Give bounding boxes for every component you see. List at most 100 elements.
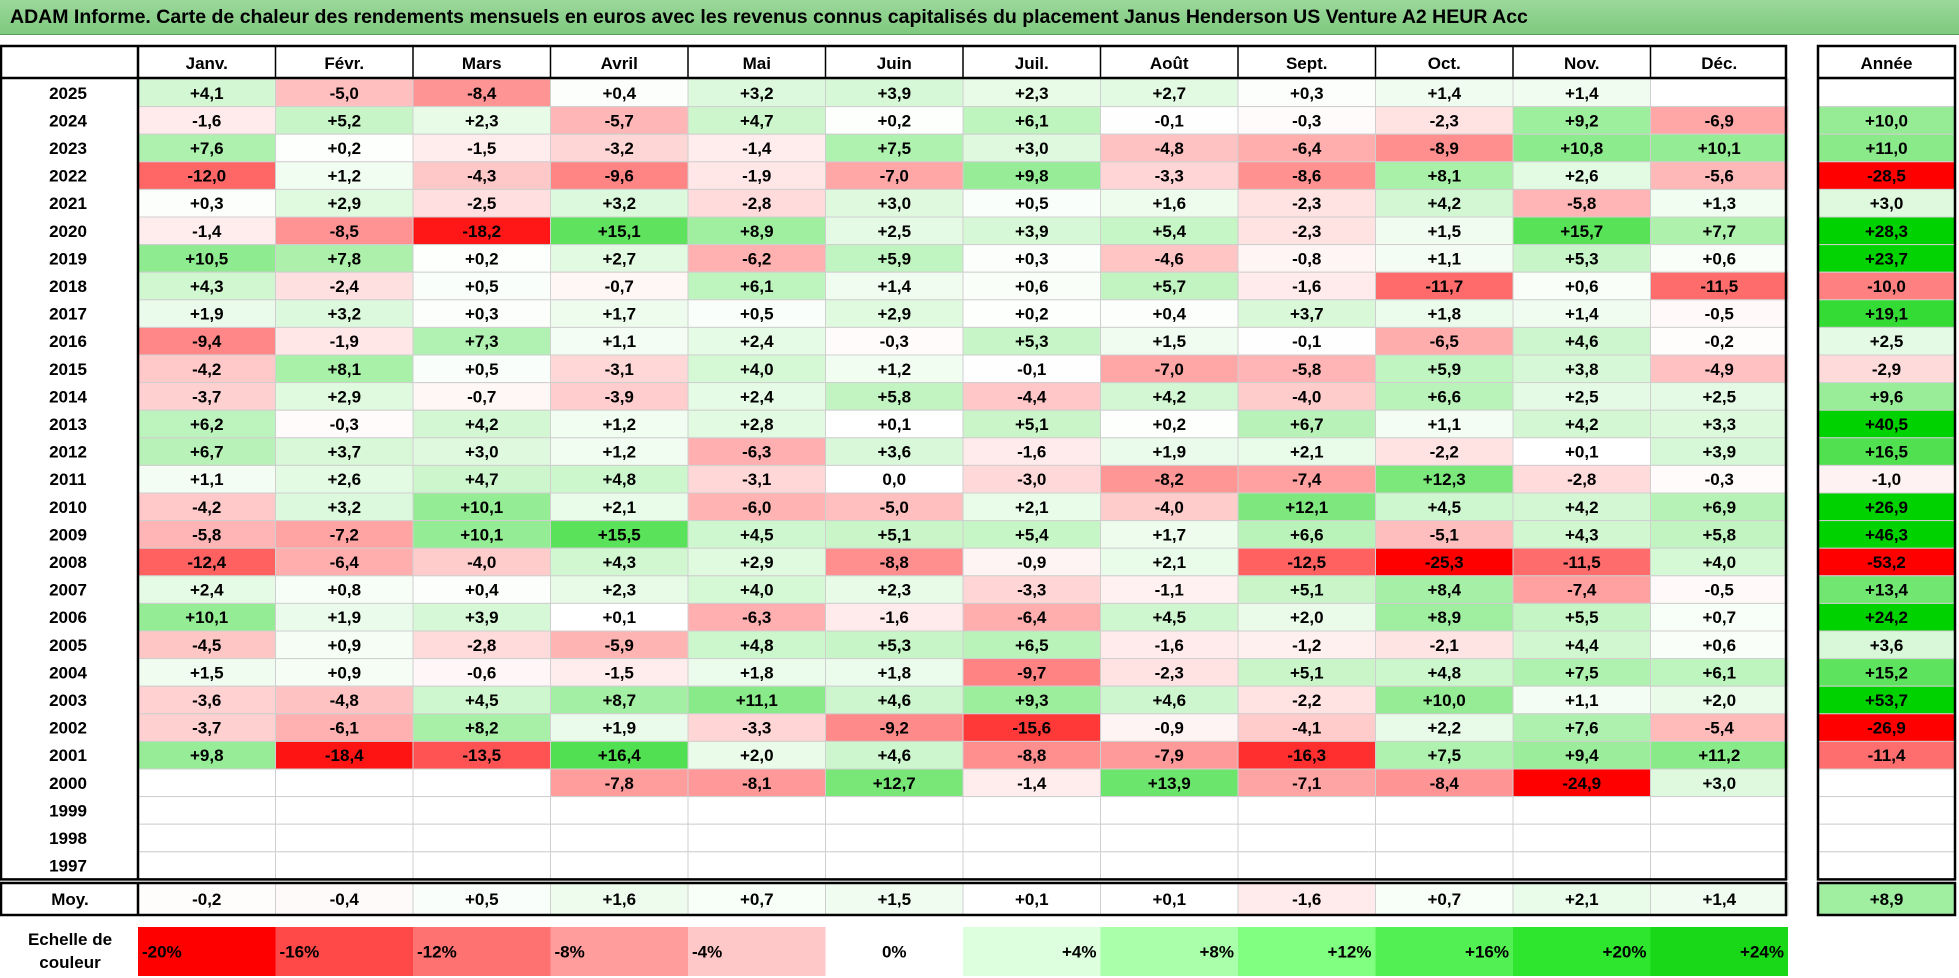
heatmap-cell <box>962 713 1101 742</box>
cell-value: +4,5 <box>1427 498 1461 517</box>
cell-value: -6,5 <box>1430 332 1459 351</box>
heatmap-cell <box>1100 464 1239 494</box>
heatmap-cell <box>137 271 276 301</box>
heatmap-cell <box>550 713 689 742</box>
heatmap-cell <box>137 492 276 522</box>
cell-value: -7,0 <box>1155 360 1184 379</box>
cell-value: +7,5 <box>1427 746 1461 765</box>
cell-value: -1,6 <box>1292 277 1321 296</box>
heatmap-cell <box>1375 299 1514 328</box>
heatmap-cell <box>1512 796 1651 825</box>
cell-value: +1,6 <box>1152 194 1186 213</box>
annual-value: -26,9 <box>1867 719 1906 738</box>
heatmap-cell <box>1100 244 1239 273</box>
heatmap-cell <box>1650 713 1789 742</box>
annual-value: +46,3 <box>1865 525 1908 544</box>
cell-value: -0,7 <box>467 387 496 406</box>
cell-value: -4,4 <box>1017 387 1047 406</box>
cell-value: -18,2 <box>462 222 501 241</box>
cell-value: +2,7 <box>602 249 636 268</box>
annual-value: -28,5 <box>1867 167 1906 186</box>
month-header: Mars <box>462 54 502 73</box>
cell-value: -3,6 <box>192 691 221 710</box>
annual-value: +28,3 <box>1865 222 1908 241</box>
cell-value: +4,0 <box>740 581 774 600</box>
month-header: Déc. <box>1701 54 1737 73</box>
cell-value: +2,3 <box>877 581 911 600</box>
cell-value: -1,4 <box>742 139 772 158</box>
cell-value: +13,9 <box>1148 774 1191 793</box>
annual-cell <box>1817 354 1956 384</box>
cell-value: +0,4 <box>602 84 636 103</box>
cell-value: +3,6 <box>877 443 911 462</box>
cell-value: +0,3 <box>190 194 224 213</box>
heatmap-cell <box>412 685 551 715</box>
year-label: 2013 <box>49 415 87 434</box>
heatmap-cell <box>1650 851 1789 880</box>
cell-value: -4,8 <box>330 691 359 710</box>
cell-value: -0,7 <box>605 277 634 296</box>
annual-cell <box>1817 299 1956 328</box>
heatmap-cell <box>275 382 414 411</box>
heatmap-cell <box>550 547 689 577</box>
cell-value: +7,8 <box>327 249 361 268</box>
cell-value: -0,6 <box>467 663 496 682</box>
month-header: Juin <box>877 54 912 73</box>
heatmap-cell <box>687 713 826 742</box>
cell-value: +4,6 <box>877 691 911 710</box>
cell-value: +6,1 <box>1702 663 1736 682</box>
cell-value: +3,2 <box>602 194 636 213</box>
heatmap-cell <box>687 382 826 411</box>
heatmap-cell <box>825 382 964 411</box>
cell-value: +1,5 <box>1152 332 1186 351</box>
scale-label: Echelle de <box>28 930 112 949</box>
cell-value: +1,2 <box>602 443 636 462</box>
year-label: 2005 <box>49 636 87 655</box>
heatmap-cell <box>962 244 1101 273</box>
heatmap-cell <box>1237 851 1376 880</box>
cell-value: -5,7 <box>605 111 634 130</box>
scale-step-label: -4% <box>692 943 722 962</box>
cell-value: -5,0 <box>330 84 359 103</box>
heatmap-cell <box>137 602 276 632</box>
annual-value: +53,7 <box>1865 691 1908 710</box>
year-label: 2024 <box>49 111 87 130</box>
heatmap-cell <box>1375 437 1514 466</box>
heatmap-cell <box>825 823 964 853</box>
cell-value: +3,8 <box>1565 360 1599 379</box>
cell-value: -0,5 <box>1705 581 1734 600</box>
heatmap-cell <box>1375 188 1514 218</box>
heatmap-cell <box>1100 851 1239 880</box>
heatmap-cell <box>412 133 551 163</box>
year-label: 2011 <box>50 470 87 489</box>
cell-value: +4,0 <box>1702 553 1736 572</box>
cell-value: +1,8 <box>877 663 911 682</box>
cell-value: +1,4 <box>877 277 911 296</box>
cell-value: +5,1 <box>1015 415 1049 434</box>
heatmap-cell <box>687 133 826 163</box>
cell-value: -1,5 <box>605 663 634 682</box>
heatmap-cell <box>275 520 414 549</box>
cell-value: +2,6 <box>1565 167 1599 186</box>
heatmap-cell <box>1650 382 1789 411</box>
heatmap-cell <box>1650 464 1789 494</box>
cell-value: -3,1 <box>742 470 771 489</box>
cell-value: -7,4 <box>1567 581 1597 600</box>
annual-value: +26,9 <box>1865 498 1908 517</box>
heatmap-cell <box>687 520 826 549</box>
cell-value: +4,6 <box>1565 332 1599 351</box>
heatmap-cell <box>1375 382 1514 411</box>
cell-value: -12,5 <box>1287 553 1326 572</box>
cell-value: -6,4 <box>330 553 360 572</box>
cell-value: -0,3 <box>880 332 909 351</box>
cell-value: +2,4 <box>190 581 224 600</box>
cell-value: +1,4 <box>1565 305 1599 324</box>
cell-value: +0,6 <box>1015 277 1049 296</box>
heatmap-cell <box>1100 685 1239 715</box>
cell-value: -8,1 <box>742 774 771 793</box>
cell-value: -8,8 <box>1017 746 1046 765</box>
cell-value: +11,2 <box>1698 746 1740 765</box>
cell-value: +4,0 <box>740 360 774 379</box>
cell-value: -5,4 <box>1705 719 1735 738</box>
